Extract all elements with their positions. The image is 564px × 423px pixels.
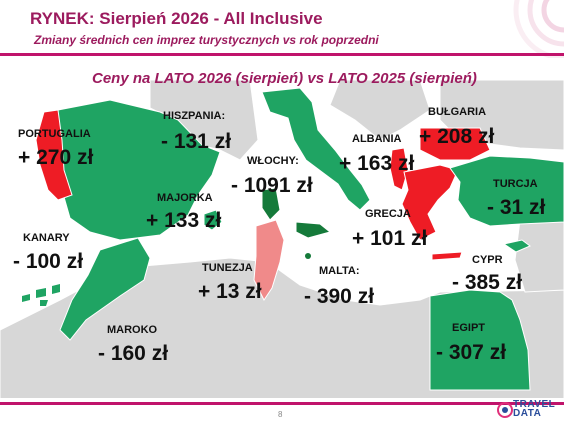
middle-east-land bbox=[514, 214, 564, 293]
north-africa-land bbox=[0, 257, 564, 398]
slide-subtitle: Zmiany średnich cen imprez turystycznych… bbox=[34, 33, 379, 47]
page-number: 8 bbox=[278, 410, 283, 419]
label-kanary: KANARY bbox=[23, 232, 70, 244]
change-turcja: - 31 zł bbox=[487, 196, 546, 219]
label-grecja: GRECJA bbox=[365, 208, 411, 220]
canary-island-4 bbox=[40, 300, 48, 306]
italy-shape bbox=[261, 87, 371, 211]
label-cypr: CYPR bbox=[472, 254, 503, 266]
portugal-shape bbox=[35, 109, 73, 201]
label-majorka: MAJORKA bbox=[157, 192, 213, 204]
change-grecja: + 101 zł bbox=[352, 227, 428, 250]
canary-island-2 bbox=[36, 288, 46, 298]
bottom-divider bbox=[0, 402, 564, 405]
balkans-land bbox=[329, 79, 431, 141]
sicily-shape bbox=[295, 221, 332, 239]
change-egipt: - 307 zł bbox=[436, 341, 507, 364]
logo-text-line2: DATA bbox=[513, 408, 542, 419]
change-hiszpania: - 131 zł bbox=[161, 130, 232, 153]
morocco-shape bbox=[59, 237, 151, 341]
label-bulgaria: BUŁGARIA bbox=[428, 106, 487, 118]
malta-shape bbox=[305, 253, 311, 259]
change-kanary: - 100 zł bbox=[13, 250, 84, 273]
spain-shape bbox=[57, 99, 221, 241]
label-portugalia: PORTUGALIA bbox=[18, 128, 91, 140]
label-egipt: EGIPT bbox=[452, 322, 486, 334]
canary-island-3 bbox=[52, 284, 60, 294]
change-majorka: + 133 zł bbox=[146, 209, 222, 232]
change-cypr: - 385 zł bbox=[452, 271, 523, 294]
map-heading: Ceny na LATO 2026 (sierpień) vs LATO 202… bbox=[92, 70, 477, 87]
cyprus-shape bbox=[502, 239, 531, 253]
map-canvas bbox=[0, 58, 564, 398]
logo-globe-icon bbox=[497, 402, 513, 418]
change-portugalia: + 270 zł bbox=[18, 146, 94, 169]
canary-island-1 bbox=[22, 294, 30, 302]
crete-shape bbox=[431, 251, 463, 261]
label-hiszpania: HISZPANIA: bbox=[163, 110, 226, 122]
label-wlochy: WŁOCHY: bbox=[247, 155, 299, 167]
change-wlochy: - 1091 zł bbox=[231, 174, 313, 197]
label-malta: MALTA: bbox=[319, 265, 360, 277]
travel-data-logo: TRAVEL DATA bbox=[497, 397, 561, 421]
change-bulgaria: + 208 zł bbox=[419, 125, 495, 148]
label-turcja: TURCJA bbox=[493, 178, 538, 190]
change-albania: + 163 zł bbox=[339, 152, 415, 175]
majorca-shape bbox=[203, 209, 223, 231]
label-albania: ALBANIA bbox=[352, 133, 402, 145]
albania-shape bbox=[389, 147, 409, 191]
change-maroko: - 160 zł bbox=[98, 342, 169, 365]
turkey-shape bbox=[449, 155, 564, 227]
label-tunezja: TUNEZJA bbox=[202, 262, 253, 274]
egypt-shape bbox=[429, 289, 531, 391]
slide-title: RYNEK: Sierpień 2026 - All Inclusive bbox=[30, 9, 323, 28]
top-divider bbox=[0, 53, 564, 56]
mediterranean-map bbox=[0, 58, 564, 398]
tunisia-shape bbox=[253, 219, 285, 301]
logo-text-line1: TRAVEL bbox=[513, 399, 556, 410]
bulgaria-shape bbox=[419, 127, 491, 161]
label-maroko: MAROKO bbox=[107, 324, 158, 336]
sardinia-shape bbox=[261, 187, 281, 221]
change-malta: - 390 zł bbox=[304, 285, 375, 308]
change-tunezja: + 13 zł bbox=[198, 280, 262, 303]
decorative-rings bbox=[513, 0, 564, 60]
